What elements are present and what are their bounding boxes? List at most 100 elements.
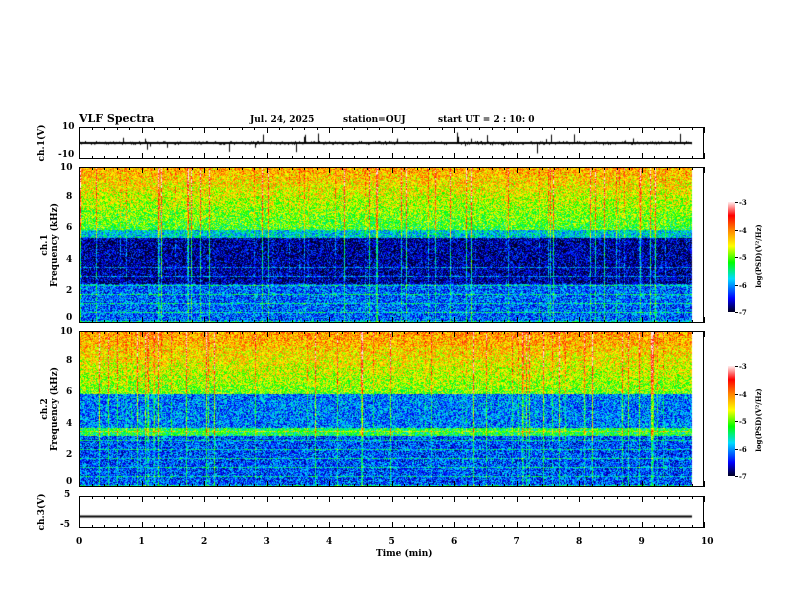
x-tick bbox=[366, 331, 368, 334]
x-tick bbox=[279, 167, 280, 170]
x-tick bbox=[191, 496, 193, 499]
ch1-spec-ytick-label: 0 bbox=[66, 313, 73, 323]
x-tick bbox=[116, 484, 118, 487]
x-tick bbox=[79, 153, 80, 159]
x-tick bbox=[654, 331, 655, 334]
x-tick bbox=[229, 156, 230, 159]
x-tick bbox=[366, 496, 368, 499]
x-tick bbox=[666, 156, 668, 159]
x-tick bbox=[566, 496, 568, 499]
x-tick bbox=[166, 525, 168, 528]
x-tick bbox=[579, 167, 580, 173]
x-tick bbox=[629, 331, 630, 334]
x-tick bbox=[641, 522, 643, 528]
x-tick bbox=[679, 167, 680, 170]
ch2-spec-ylabel: ch.2 Frequency (kHz) bbox=[40, 349, 60, 469]
x-tick-label: 3 bbox=[263, 537, 270, 547]
x-tick bbox=[254, 320, 255, 323]
x-tick bbox=[429, 156, 430, 159]
station-label: station=OUJ bbox=[343, 115, 406, 125]
colorbar-tick bbox=[735, 312, 738, 313]
x-tick bbox=[391, 522, 393, 528]
x-tick bbox=[579, 481, 580, 487]
x-tick-label: 1 bbox=[138, 537, 145, 547]
x-tick bbox=[241, 167, 243, 170]
x-tick bbox=[354, 127, 355, 130]
x-tick bbox=[241, 320, 243, 323]
x-tick bbox=[379, 127, 380, 130]
x-tick bbox=[216, 484, 218, 487]
ch3-ytick-top: 5 bbox=[64, 490, 71, 500]
ch1-ytick-top: 10 bbox=[62, 122, 75, 132]
x-tick bbox=[291, 331, 293, 334]
x-tick bbox=[429, 167, 430, 170]
x-tick bbox=[254, 156, 255, 159]
x-tick bbox=[79, 481, 80, 487]
x-tick bbox=[641, 127, 643, 133]
start-time-label: start UT = 2 : 10: 0 bbox=[438, 115, 535, 125]
x-tick bbox=[691, 127, 693, 130]
x-tick-label: 0 bbox=[76, 537, 83, 547]
x-tick bbox=[479, 525, 480, 528]
x-tick bbox=[466, 320, 468, 323]
colorbar-tick bbox=[735, 476, 738, 477]
ch1-colorbar bbox=[728, 202, 735, 312]
ch1-spec-ylabel-channel: ch.1 bbox=[40, 234, 50, 256]
x-tick bbox=[379, 331, 380, 334]
ch3-ylabel: ch.3(V) bbox=[37, 493, 47, 531]
x-tick bbox=[279, 331, 280, 334]
x-tick bbox=[654, 167, 655, 170]
x-tick bbox=[354, 525, 355, 528]
x-tick bbox=[529, 484, 530, 487]
x-tick bbox=[604, 156, 605, 159]
x-tick bbox=[629, 156, 630, 159]
colorbar-tick-label: -3 bbox=[739, 198, 747, 207]
x-tick bbox=[579, 496, 580, 502]
x-tick bbox=[304, 496, 305, 499]
x-tick bbox=[354, 167, 355, 170]
x-tick bbox=[129, 496, 130, 499]
x-tick bbox=[616, 496, 618, 499]
x-tick bbox=[79, 331, 80, 337]
x-tick bbox=[404, 484, 405, 487]
x-tick-label: 9 bbox=[638, 537, 645, 547]
x-tick bbox=[416, 496, 418, 499]
x-tick bbox=[266, 496, 268, 502]
x-tick bbox=[166, 127, 168, 130]
x-tick bbox=[416, 320, 418, 323]
x-tick bbox=[429, 525, 430, 528]
x-tick bbox=[316, 156, 318, 159]
ch2-spec-ytick-label: 0 bbox=[66, 477, 73, 487]
x-tick bbox=[179, 496, 180, 499]
x-tick bbox=[179, 167, 180, 170]
x-tick bbox=[479, 484, 480, 487]
x-tick bbox=[491, 167, 493, 170]
x-tick bbox=[329, 481, 330, 487]
x-tick bbox=[254, 331, 255, 334]
ch2-spec-ytick-label: 10 bbox=[60, 327, 73, 337]
ch1-colorbar-label: log(PSD)(V²/Hz) bbox=[754, 224, 763, 288]
x-tick bbox=[416, 156, 418, 159]
ch2-colorbar bbox=[728, 366, 735, 476]
x-tick bbox=[79, 167, 80, 173]
x-tick bbox=[666, 331, 668, 334]
x-tick bbox=[454, 496, 455, 502]
x-tick bbox=[441, 127, 443, 130]
x-tick bbox=[316, 484, 318, 487]
ch2-spectrogram-panel bbox=[79, 331, 704, 487]
x-tick bbox=[291, 484, 293, 487]
x-tick bbox=[304, 484, 305, 487]
x-tick bbox=[504, 484, 505, 487]
x-tick bbox=[579, 331, 580, 337]
x-tick bbox=[304, 167, 305, 170]
x-tick bbox=[516, 167, 518, 173]
x-tick bbox=[691, 496, 693, 499]
x-tick bbox=[291, 525, 293, 528]
x-tick bbox=[91, 320, 93, 323]
x-tick bbox=[229, 484, 230, 487]
x-tick bbox=[379, 496, 380, 499]
x-tick bbox=[91, 525, 93, 528]
x-tick bbox=[479, 331, 480, 334]
x-tick bbox=[654, 320, 655, 323]
x-tick bbox=[691, 167, 693, 170]
